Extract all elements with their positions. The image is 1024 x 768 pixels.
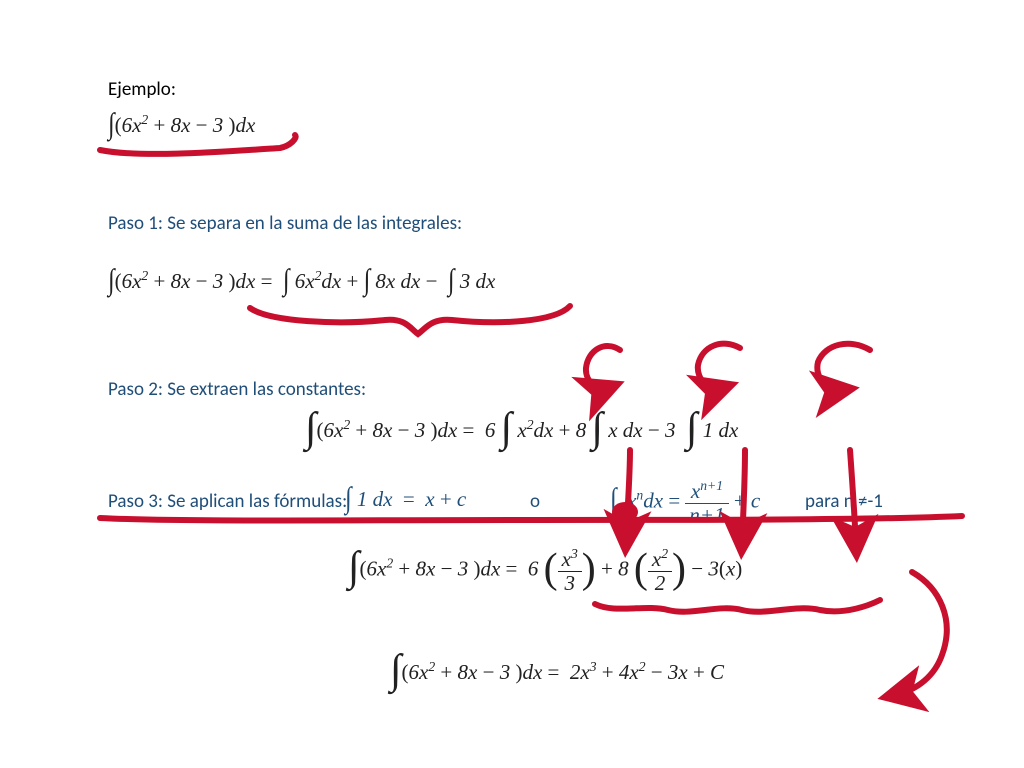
title-label: Ejemplo: bbox=[108, 78, 176, 101]
problem-equation: ∫(6x2 + 8x − 3 )dx bbox=[108, 112, 255, 139]
step3-formula2: ∫ xndx = xn+1n+1 + c bbox=[610, 478, 760, 527]
annotation-curl-arrow-3 bbox=[817, 344, 870, 390]
step2-equation: ∫(6x2 + 8x − 3 )dx = 6 ∫ x2dx + 8 ∫ x dx… bbox=[305, 408, 738, 456]
step1-equation: ∫(6x2 + 8x − 3 )dx = ∫ 6x2dx + ∫ 8x dx −… bbox=[108, 268, 495, 295]
annotation-long-underline bbox=[100, 516, 962, 521]
step2-heading: Paso 2: Se extraen las constantes: bbox=[108, 378, 366, 401]
step3-formula1: ∫ 1 dx = x + c bbox=[345, 486, 466, 513]
annotation-curve-arrow-final bbox=[895, 572, 947, 695]
step3-heading: Paso 3: Se aplican las fórmulas: bbox=[108, 490, 347, 513]
annotation-curl-arrow-1 bbox=[586, 346, 620, 389]
annotation-brace-step1 bbox=[250, 306, 570, 334]
page-container: Ejemplo: ∫(6x2 + 8x − 3 )dx Paso 1: Se s… bbox=[0, 0, 1024, 768]
annotation-curl-arrow-2 bbox=[698, 344, 740, 389]
step3-equation2: ∫(6x2 + 8x − 3 )dx = 2x3 + 4x2 − 3x + C bbox=[390, 650, 724, 698]
step1-heading: Paso 1: Se separa en la suma de las inte… bbox=[108, 212, 462, 235]
step3-equation1: ∫(6x2 + 8x − 3 )dx = 6 (x33) + 8 (x22) −… bbox=[348, 546, 742, 595]
annotation-wavy-underline bbox=[595, 600, 880, 612]
step3-separator: o bbox=[530, 490, 540, 513]
step3-formula2-suffix: para n ≠-1 bbox=[805, 490, 883, 513]
